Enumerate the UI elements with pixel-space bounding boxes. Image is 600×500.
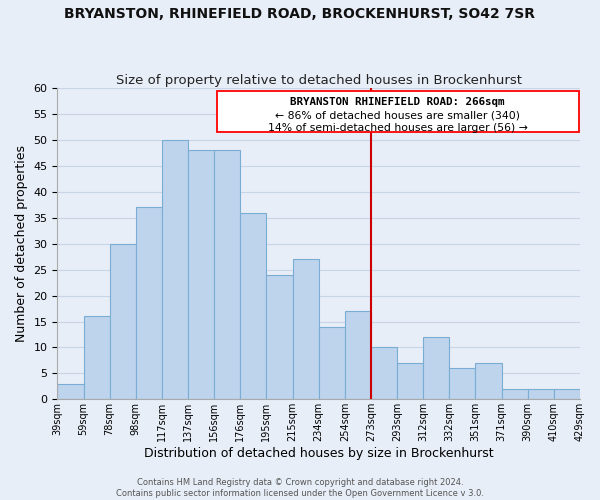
Bar [162, 140, 188, 400]
Bar [502, 389, 528, 400]
Bar [345, 311, 371, 400]
Bar [58, 384, 83, 400]
Bar [319, 326, 345, 400]
Bar [554, 389, 580, 400]
Title: Size of property relative to detached houses in Brockenhurst: Size of property relative to detached ho… [116, 74, 522, 87]
Bar [241, 212, 266, 400]
X-axis label: Distribution of detached houses by size in Brockenhurst: Distribution of detached houses by size … [144, 447, 494, 460]
Bar [423, 337, 449, 400]
Bar [528, 389, 554, 400]
Bar [110, 244, 136, 400]
Bar [449, 368, 475, 400]
Bar [371, 348, 397, 400]
Text: BRYANSTON RHINEFIELD ROAD: 266sqm: BRYANSTON RHINEFIELD ROAD: 266sqm [290, 97, 505, 107]
Text: 14% of semi-detached houses are larger (56) →: 14% of semi-detached houses are larger (… [268, 123, 527, 133]
Bar [475, 363, 502, 400]
Bar [83, 316, 110, 400]
Text: ← 86% of detached houses are smaller (340): ← 86% of detached houses are smaller (34… [275, 110, 520, 120]
Bar [293, 260, 319, 400]
FancyBboxPatch shape [217, 91, 578, 132]
Bar [214, 150, 241, 400]
Text: BRYANSTON, RHINEFIELD ROAD, BROCKENHURST, SO42 7SR: BRYANSTON, RHINEFIELD ROAD, BROCKENHURST… [65, 8, 536, 22]
Bar [397, 363, 423, 400]
Bar [266, 275, 293, 400]
Y-axis label: Number of detached properties: Number of detached properties [15, 145, 28, 342]
Bar [188, 150, 214, 400]
Bar [136, 208, 162, 400]
Text: Contains HM Land Registry data © Crown copyright and database right 2024.
Contai: Contains HM Land Registry data © Crown c… [116, 478, 484, 498]
